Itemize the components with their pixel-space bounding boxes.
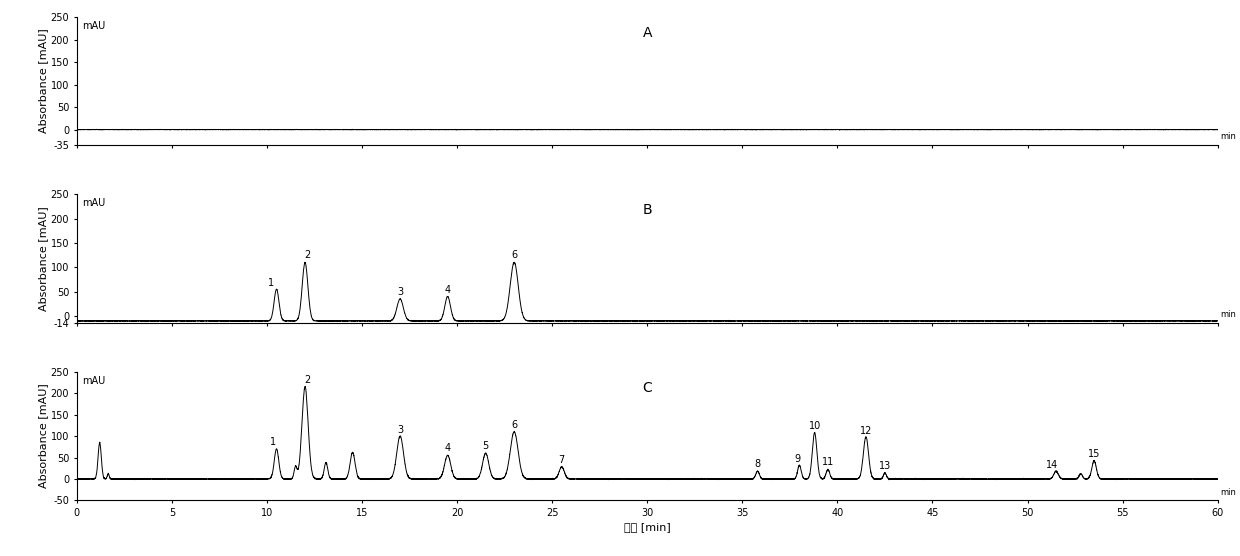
Text: 1: 1 xyxy=(268,277,274,287)
Text: 15: 15 xyxy=(1087,449,1100,459)
Text: 12: 12 xyxy=(859,425,872,435)
Text: B: B xyxy=(642,203,652,217)
Text: C: C xyxy=(642,381,652,395)
Text: 2: 2 xyxy=(304,375,310,385)
Text: 1: 1 xyxy=(269,438,275,448)
Text: 11: 11 xyxy=(822,458,835,468)
Y-axis label: Absorbance [mAU]: Absorbance [mAU] xyxy=(38,28,48,133)
Text: 6: 6 xyxy=(511,420,517,430)
X-axis label: 时间 [min]: 时间 [min] xyxy=(624,522,671,532)
Y-axis label: Absorbance [mAU]: Absorbance [mAU] xyxy=(38,384,48,489)
Text: min: min xyxy=(1220,132,1236,141)
Text: 5: 5 xyxy=(482,441,489,451)
Text: 13: 13 xyxy=(879,461,892,471)
Text: 2: 2 xyxy=(304,251,310,261)
Text: min: min xyxy=(1220,488,1236,497)
Y-axis label: Absorbance [mAU]: Absorbance [mAU] xyxy=(38,206,48,311)
Text: 9: 9 xyxy=(795,454,801,464)
Text: 4: 4 xyxy=(445,444,450,454)
Text: A: A xyxy=(642,26,652,39)
Text: 7: 7 xyxy=(558,455,565,465)
Text: min: min xyxy=(1220,310,1236,319)
Text: 3: 3 xyxy=(397,287,403,297)
Text: 10: 10 xyxy=(808,421,821,431)
Text: 14: 14 xyxy=(1047,460,1059,470)
Text: mAU: mAU xyxy=(83,376,105,386)
Text: 3: 3 xyxy=(397,425,403,435)
Text: 8: 8 xyxy=(754,459,760,469)
Text: 6: 6 xyxy=(511,250,517,260)
Text: mAU: mAU xyxy=(83,21,105,31)
Text: 4: 4 xyxy=(445,285,450,295)
Text: mAU: mAU xyxy=(83,198,105,208)
